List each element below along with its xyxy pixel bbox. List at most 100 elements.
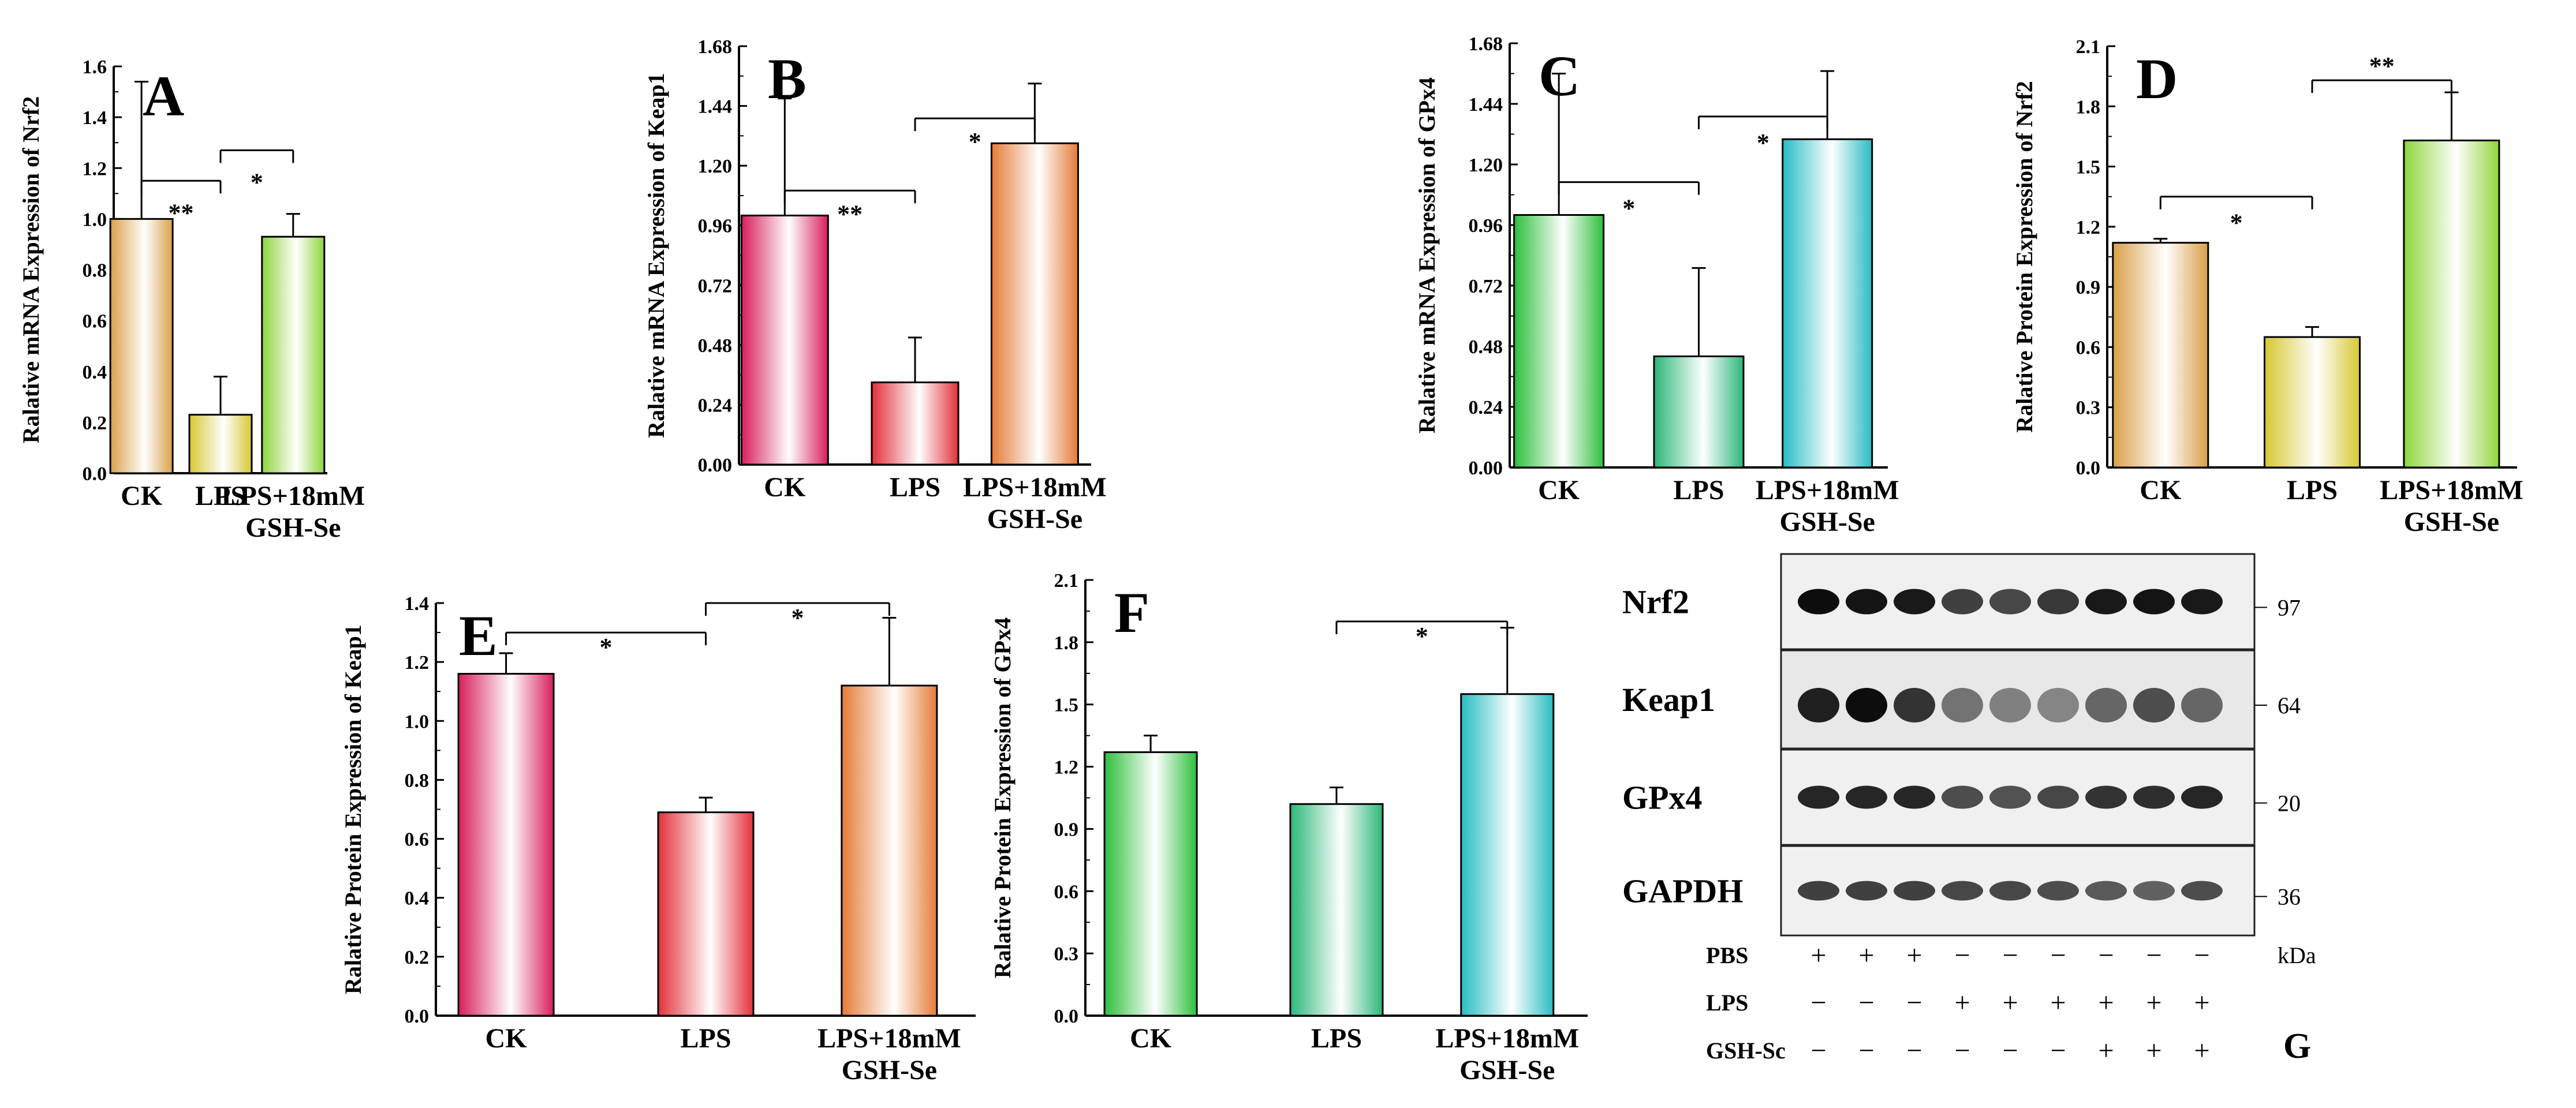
- treatment-sign: −: [1858, 987, 1874, 1018]
- category-label: GSH-Se: [245, 512, 341, 543]
- y-tick-label: 0.48: [1469, 336, 1503, 358]
- blot-row-nrf2: Nrf2 97: [1622, 553, 2301, 650]
- treatment-row-1: PBS + + + − − − − − −: [1706, 940, 2210, 971]
- panel-label: F: [1114, 581, 1149, 645]
- significance-mark: *: [600, 633, 613, 661]
- bar-d-2: [2403, 139, 2500, 469]
- y-tick-label: 1.2: [83, 158, 107, 179]
- y-tick-label: 0.8: [405, 770, 430, 791]
- y-tick-label: 1.2: [2076, 217, 2101, 238]
- blot-band: [1942, 785, 1983, 809]
- y-tick-label: 0.72: [698, 275, 733, 297]
- y-tick-label: 1.8: [1054, 632, 1079, 654]
- blot-band: [2037, 881, 2079, 901]
- bar-b-0: [740, 214, 829, 466]
- significance-mark: *: [251, 168, 263, 196]
- category-label: LPS+18mM: [2380, 475, 2523, 506]
- y-tick-label: 0.0: [405, 1006, 430, 1027]
- blot-band: [1846, 688, 1887, 723]
- bar-b-2: [990, 142, 1079, 466]
- treatment-row-3: GSH-Sc − − − − − − + + +: [1706, 1035, 2210, 1066]
- bar-d-0: [2112, 242, 2209, 469]
- y-tick-label: 0.2: [83, 413, 107, 434]
- blot-band: [1942, 881, 1983, 901]
- y-tick-label: 1.4: [83, 107, 107, 129]
- y-axis-label: Ralative Protein Expression of Keap1: [340, 624, 366, 994]
- y-axis-label: Ralative mRNA Expression of Keap1: [643, 73, 669, 438]
- y-tick-label: 1.2: [405, 652, 430, 673]
- treatment-sign: +: [2146, 1035, 2161, 1066]
- treatment-sign: −: [1906, 1035, 1922, 1066]
- chart-panel-f: 0.0 0.3 0.6 0.9 1.2 1.5 1.8 2.1 Ralative Protein…: [990, 570, 1588, 1085]
- y-tick-label: 1.0: [83, 209, 107, 230]
- blot-band: [2085, 785, 2127, 809]
- category-label: LPS+18mM: [1756, 475, 1899, 506]
- significance-mark: **: [2369, 52, 2395, 80]
- bar-e-1: [657, 811, 755, 1017]
- y-tick-label: 1.20: [1469, 155, 1503, 176]
- treatment-sign: −: [2098, 940, 2114, 971]
- category-label: LPS: [1673, 475, 1724, 506]
- y-tick-label: 0.24: [698, 395, 733, 416]
- treatment-sign: −: [1858, 1035, 1874, 1066]
- y-tick-label: 0.9: [2076, 277, 2101, 298]
- blot-band: [2181, 589, 2223, 615]
- treatment-label: GSH-Sc: [1706, 1038, 1786, 1064]
- blot-band: [2133, 688, 2175, 723]
- y-tick-label: 1.44: [1469, 94, 1503, 115]
- blot-band: [1846, 881, 1887, 901]
- treatment-sign: −: [2050, 1035, 2066, 1066]
- charts-layer: 0.0 0.2 0.4 0.6 0.8 1.0 1.2 1.4 1.6 Ralative mRNA…: [18, 33, 2523, 1085]
- treatment-sign: +: [2146, 987, 2161, 1018]
- y-axis-label: Ralative mRNA Expression of Nrf2: [18, 96, 44, 443]
- category-label: LPS: [890, 472, 940, 503]
- kda-label: 36: [2278, 884, 2301, 910]
- treatment-sign: −: [1954, 1035, 1970, 1066]
- blot-band: [2181, 688, 2223, 723]
- bar-d-1: [2264, 336, 2361, 469]
- y-tick-label: 0.6: [405, 829, 430, 851]
- category-label: LPS: [195, 481, 246, 511]
- bar-c-0: [1513, 214, 1605, 469]
- y-tick-label: 1.4: [405, 593, 430, 615]
- y-tick-label: 0.00: [698, 455, 733, 476]
- chart-panel-e: 0.0 0.2 0.4 0.6 0.8 1.0 1.2 1.4 Ralative Protein…: [340, 593, 976, 1085]
- treatment-sign: +: [2194, 987, 2209, 1018]
- blot-band: [2181, 881, 2223, 901]
- category-label: GSH-Se: [987, 504, 1082, 534]
- bar-c-2: [1782, 138, 1873, 469]
- blot-band: [1989, 881, 2031, 901]
- category-label: CK: [764, 472, 805, 503]
- treatment-sign: −: [1906, 987, 1922, 1018]
- significance-mark: **: [837, 200, 863, 228]
- blot-band: [1798, 881, 1839, 901]
- category-label: LPS+18mM: [817, 1023, 961, 1054]
- treatment-sign: +: [1954, 987, 1970, 1018]
- blot-row-keap1: Keap1 64: [1622, 649, 2301, 750]
- y-tick-label: 1.68: [1469, 33, 1503, 55]
- y-tick-label: 0.2: [405, 947, 430, 968]
- bar-a-1: [188, 414, 253, 474]
- y-tick-label: 1.20: [698, 156, 733, 177]
- treatment-sign: +: [1906, 940, 1922, 971]
- blot-band: [1942, 589, 1983, 615]
- y-tick-label: 0.24: [1469, 397, 1503, 418]
- significance-mark: *: [2230, 209, 2243, 237]
- panel-label: D: [2136, 47, 2178, 111]
- treatment-sign: −: [2002, 1035, 2018, 1066]
- blot-band: [1894, 688, 1935, 723]
- y-tick-label: 0.6: [1054, 881, 1079, 903]
- protein-label: Nrf2: [1622, 583, 1689, 621]
- category-label: CK: [2140, 475, 2181, 506]
- blot-band: [1894, 881, 1935, 901]
- panel-label: E: [459, 604, 498, 668]
- bar-c-1: [1653, 355, 1745, 469]
- category-label: LPS+18mM: [221, 481, 365, 511]
- blot-band: [2085, 589, 2127, 615]
- treatment-sign: +: [2050, 987, 2066, 1018]
- y-axis-label: Ralative Protein Expression of Nrf2: [2011, 81, 2037, 433]
- category-label: LPS: [680, 1023, 731, 1054]
- bar-f-1: [1289, 803, 1384, 1017]
